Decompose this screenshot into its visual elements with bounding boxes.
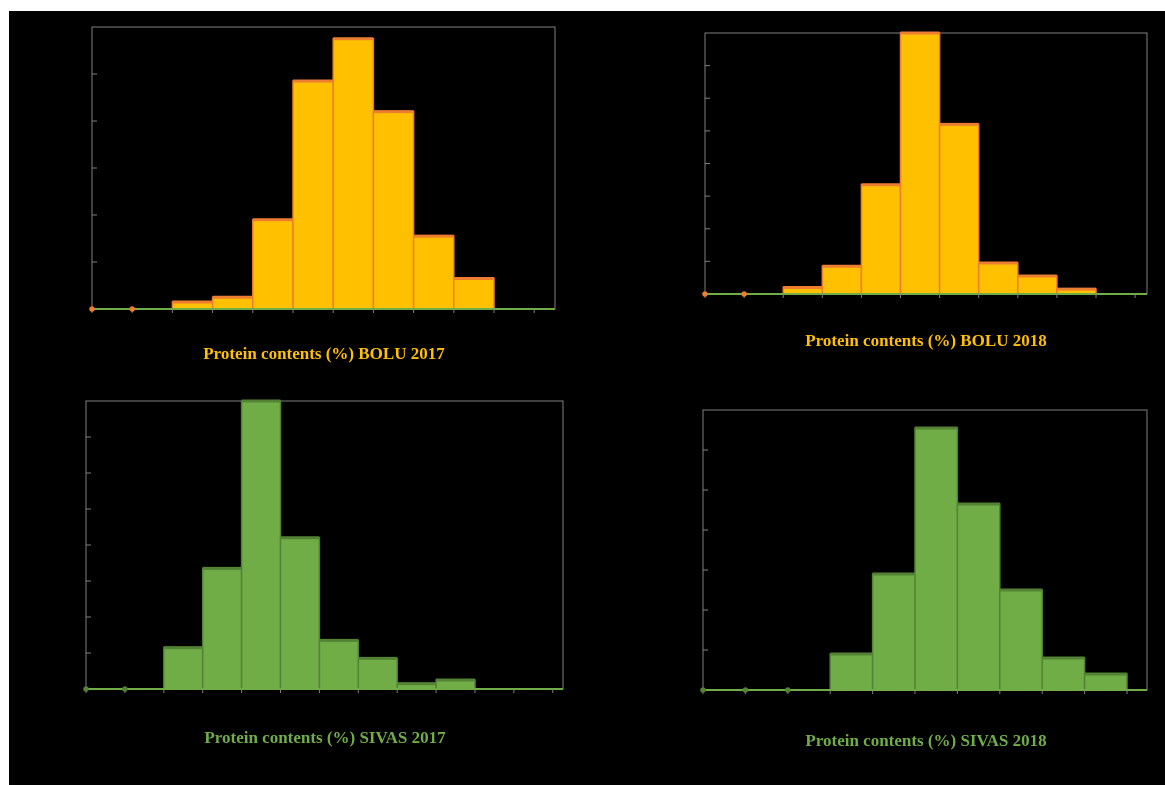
bar-sivas-2017 xyxy=(357,657,398,690)
chart-title-sivas-2017: Protein contents (%) SIVAS 2017 xyxy=(204,728,446,747)
bar-bolu-2018 xyxy=(1017,275,1058,295)
bar-bolu-2018 xyxy=(938,123,980,295)
chart-title-bolu-2018: Protein contents (%) BOLU 2018 xyxy=(805,331,1047,350)
bar-sivas-2017 xyxy=(201,567,243,690)
zero-marker-bolu-2017 xyxy=(89,306,95,312)
bar-sivas-2017 xyxy=(240,400,282,690)
bar-bolu-2018 xyxy=(860,183,902,295)
chart-title-sivas-2018: Protein contents (%) SIVAS 2018 xyxy=(805,731,1047,750)
zero-marker-bolu-2018 xyxy=(741,291,747,297)
bar-sivas-2017 xyxy=(318,639,360,690)
bar-sivas-2018 xyxy=(829,653,874,691)
bar-bolu-2017 xyxy=(372,110,415,310)
zero-marker-sivas-2018 xyxy=(700,687,706,693)
bar-bolu-2017 xyxy=(332,38,375,310)
bar-bolu-2017 xyxy=(412,235,455,310)
zero-marker-sivas-2017 xyxy=(83,686,89,692)
zero-marker-bolu-2017 xyxy=(129,306,135,312)
bar-sivas-2018 xyxy=(1083,673,1128,691)
bar-bolu-2017 xyxy=(453,277,495,310)
bar-bolu-2017 xyxy=(211,296,254,310)
bar-sivas-2017 xyxy=(279,537,321,690)
bar-bolu-2018 xyxy=(899,32,941,295)
zero-marker-sivas-2018 xyxy=(785,687,791,693)
bar-bolu-2017 xyxy=(292,80,334,310)
chart-title-bolu-2017: Protein contents (%) BOLU 2017 xyxy=(203,344,445,363)
zero-marker-sivas-2018 xyxy=(742,687,749,693)
bar-sivas-2018 xyxy=(1041,657,1086,691)
bar-bolu-2018 xyxy=(977,262,1019,295)
bar-sivas-2018 xyxy=(999,589,1043,691)
bar-bolu-2018 xyxy=(821,265,863,295)
bar-sivas-2018 xyxy=(914,427,959,691)
bar-sivas-2018 xyxy=(956,503,1001,691)
bar-sivas-2017 xyxy=(163,646,204,690)
bar-bolu-2017 xyxy=(252,218,294,310)
zero-marker-sivas-2017 xyxy=(122,686,128,692)
zero-marker-bolu-2018 xyxy=(702,291,708,297)
bar-sivas-2018 xyxy=(871,573,916,691)
